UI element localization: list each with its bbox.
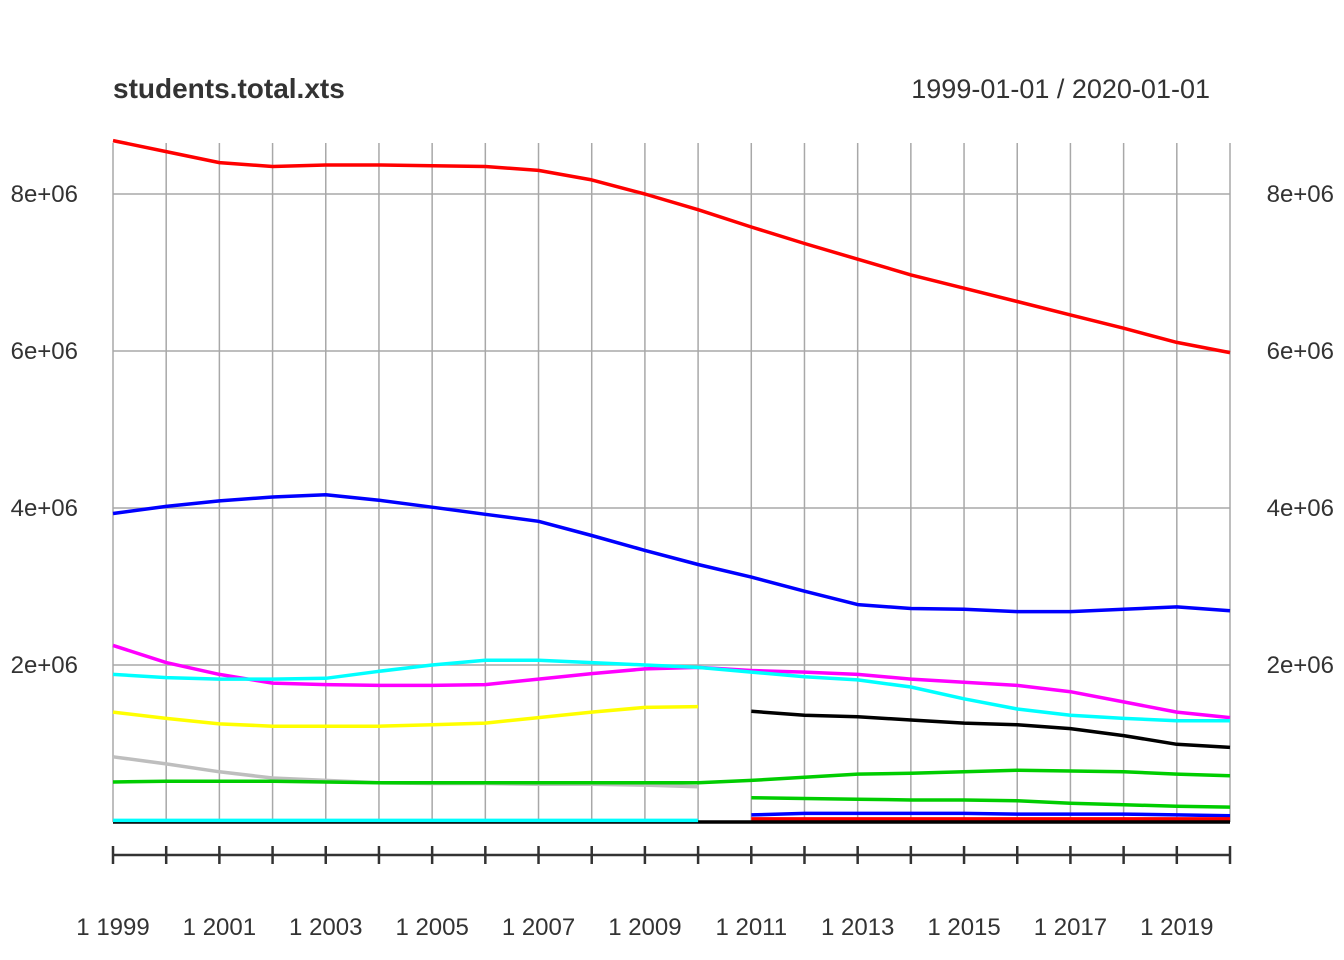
y-tick-label-right: 6e+06 [1267, 338, 1334, 365]
series-line-9 [751, 795, 1231, 809]
series-line-10 [751, 811, 1231, 818]
series-line-8 [112, 768, 1231, 785]
x-tick-label: 1 2007 [502, 914, 575, 941]
series-line-4 [112, 658, 1230, 723]
series-lines [112, 138, 1231, 824]
grid [112, 143, 1231, 822]
x-tick-label: 1 2005 [395, 914, 468, 941]
y-tick-label-right: 8e+06 [1267, 181, 1334, 208]
chart-title: students.total.xts [113, 73, 345, 104]
x-axis: 1 1999 1 2001 1 2003 1 2005 1 2007 1 2009 1 20… [76, 846, 1232, 941]
x-tick-label: 1 2015 [927, 914, 1000, 941]
x-tick-label: 1 2001 [183, 914, 256, 941]
x-tick-label: 1 2009 [608, 914, 681, 941]
x-tick-label: 1 1999 [76, 914, 149, 941]
y-tick-label-left: 2e+06 [11, 652, 78, 679]
x-tick-label: 1 2017 [1034, 914, 1107, 941]
series-line-5 [112, 704, 699, 728]
series-line-6 [751, 709, 1231, 750]
y-axis-labels: 2e+06 2e+06 4e+06 4e+06 6e+06 6e+06 8e+06 8e+06 [11, 181, 1334, 679]
x-tick-label: 1 2003 [289, 914, 362, 941]
y-tick-label-left: 8e+06 [11, 181, 78, 208]
y-tick-label-left: 4e+06 [11, 495, 78, 522]
y-tick-label-right: 2e+06 [1267, 652, 1334, 679]
series-line-1 [112, 138, 1231, 355]
series-line-3 [112, 643, 1231, 720]
y-tick-label-left: 6e+06 [11, 338, 78, 365]
x-tick-label: 1 2019 [1140, 914, 1213, 941]
y-tick-label-right: 4e+06 [1267, 495, 1334, 522]
x-tick-label: 1 2011 [715, 914, 787, 941]
series-line-2 [112, 492, 1231, 614]
date-range: 1999-01-01 / 2020-01-01 [911, 74, 1210, 104]
x-tick-label: 1 2013 [821, 914, 894, 941]
